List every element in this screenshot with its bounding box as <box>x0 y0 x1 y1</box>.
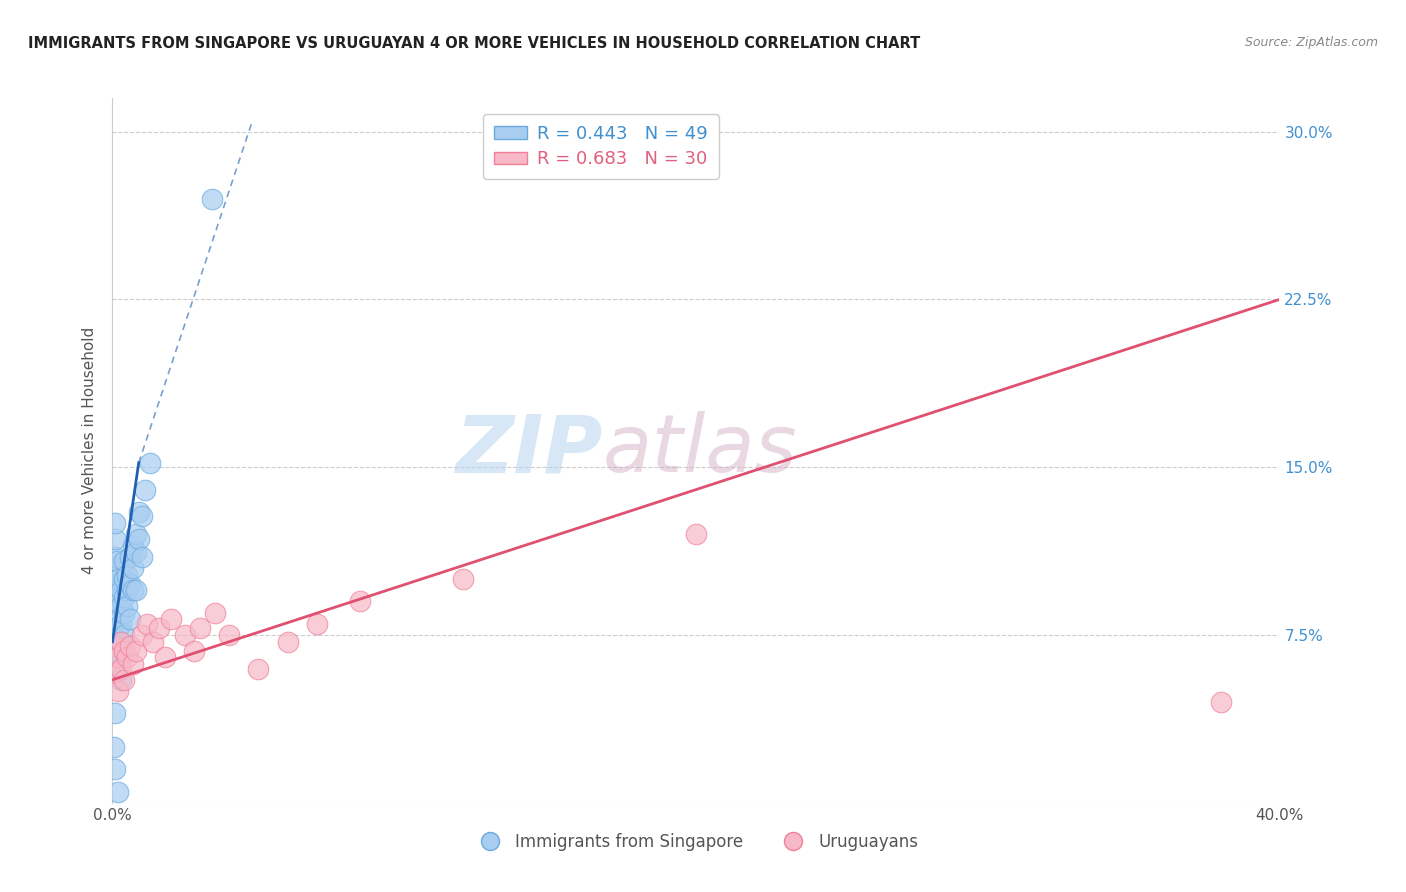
Point <box>118 576 141 591</box>
Point <box>104 549 127 564</box>
Point <box>125 545 148 559</box>
Point <box>104 639 127 653</box>
Point <box>104 576 127 591</box>
Point <box>112 628 135 642</box>
Point <box>118 549 141 564</box>
Point <box>110 650 132 665</box>
Point <box>112 606 135 620</box>
Point <box>110 616 132 631</box>
Point <box>104 561 127 575</box>
Point <box>122 583 145 598</box>
Point <box>201 192 224 206</box>
Point <box>107 650 129 665</box>
Point <box>112 572 135 586</box>
Point <box>134 483 156 497</box>
Point <box>104 516 127 531</box>
Point <box>103 739 125 754</box>
Point <box>115 650 138 665</box>
Point <box>276 634 298 648</box>
Point <box>110 599 132 613</box>
Point <box>131 509 153 524</box>
Point <box>110 673 132 687</box>
Point <box>104 706 127 721</box>
Point <box>110 634 132 648</box>
Point <box>112 643 135 657</box>
Point <box>107 621 129 635</box>
Point <box>115 599 138 613</box>
Text: IMMIGRANTS FROM SINGAPORE VS URUGUAYAN 4 OR MORE VEHICLES IN HOUSEHOLD CORRELATI: IMMIGRANTS FROM SINGAPORE VS URUGUAYAN 4… <box>28 36 921 51</box>
Point <box>305 616 328 631</box>
Point <box>118 639 141 653</box>
Point <box>174 628 197 642</box>
Point <box>112 590 135 604</box>
Point <box>125 643 148 657</box>
Point <box>131 549 153 564</box>
Point <box>125 583 148 598</box>
Point <box>125 527 148 541</box>
Point <box>685 527 707 541</box>
Point <box>103 628 125 642</box>
Point <box>153 650 176 665</box>
Point <box>118 612 141 626</box>
Point <box>112 673 135 687</box>
Point <box>107 662 129 676</box>
Point <box>128 532 150 546</box>
Point <box>451 572 474 586</box>
Point <box>107 784 129 798</box>
Point <box>115 583 138 598</box>
Point <box>139 456 162 470</box>
Legend: Immigrants from Singapore, Uruguayans: Immigrants from Singapore, Uruguayans <box>467 827 925 858</box>
Point <box>136 616 159 631</box>
Point <box>183 643 205 657</box>
Point <box>107 643 129 657</box>
Point <box>105 583 128 598</box>
Point <box>115 567 138 582</box>
Point <box>107 590 129 604</box>
Point <box>122 561 145 575</box>
Point <box>105 554 128 568</box>
Point <box>122 539 145 553</box>
Point <box>142 634 165 648</box>
Point <box>112 554 135 568</box>
Point <box>110 583 132 598</box>
Text: atlas: atlas <box>603 411 797 490</box>
Point <box>160 612 183 626</box>
Point <box>131 628 153 642</box>
Y-axis label: 4 or more Vehicles in Household: 4 or more Vehicles in Household <box>82 326 97 574</box>
Point <box>148 621 170 635</box>
Point <box>104 594 127 608</box>
Point <box>104 666 127 681</box>
Text: Source: ZipAtlas.com: Source: ZipAtlas.com <box>1244 36 1378 49</box>
Point <box>247 662 270 676</box>
Point <box>104 762 127 776</box>
Point <box>110 662 132 676</box>
Point <box>204 606 226 620</box>
Point <box>349 594 371 608</box>
Point <box>107 606 129 620</box>
Point <box>104 532 127 546</box>
Point <box>107 572 129 586</box>
Point <box>110 634 132 648</box>
Point <box>218 628 240 642</box>
Point <box>188 621 211 635</box>
Point <box>128 505 150 519</box>
Point <box>104 639 127 653</box>
Point <box>107 684 129 698</box>
Point <box>1209 695 1232 709</box>
Point <box>122 657 145 672</box>
Text: ZIP: ZIP <box>456 411 603 490</box>
